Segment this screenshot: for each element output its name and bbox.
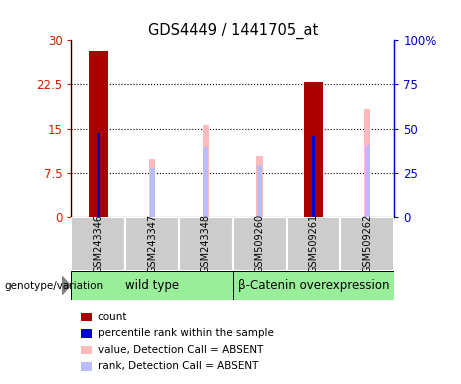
Bar bbox=[233, 271, 394, 300]
Title: GDS4449 / 1441705_at: GDS4449 / 1441705_at bbox=[148, 23, 318, 39]
Bar bbox=[71, 217, 125, 271]
Bar bbox=[364, 109, 371, 217]
Polygon shape bbox=[62, 276, 71, 295]
Bar bbox=[257, 165, 262, 217]
Bar bbox=[340, 217, 394, 271]
Bar bbox=[125, 217, 179, 271]
Bar bbox=[233, 217, 287, 271]
Text: GSM243347: GSM243347 bbox=[147, 214, 157, 273]
Text: GSM509261: GSM509261 bbox=[308, 214, 319, 273]
Text: wild type: wild type bbox=[125, 279, 179, 292]
Bar bbox=[312, 136, 315, 217]
Bar bbox=[203, 147, 208, 217]
Text: genotype/variation: genotype/variation bbox=[5, 280, 104, 291]
Bar bbox=[97, 133, 100, 217]
Bar bbox=[365, 144, 370, 217]
Text: GSM243346: GSM243346 bbox=[93, 214, 103, 273]
Text: count: count bbox=[98, 312, 127, 322]
Text: value, Detection Call = ABSENT: value, Detection Call = ABSENT bbox=[98, 345, 263, 355]
Text: rank, Detection Call = ABSENT: rank, Detection Call = ABSENT bbox=[98, 361, 258, 371]
Bar bbox=[71, 271, 233, 300]
Bar bbox=[203, 124, 209, 217]
Text: GSM509260: GSM509260 bbox=[254, 214, 265, 273]
Bar bbox=[304, 81, 323, 217]
Text: β-Catenin overexpression: β-Catenin overexpression bbox=[238, 279, 389, 292]
Text: percentile rank within the sample: percentile rank within the sample bbox=[98, 328, 274, 338]
Bar bbox=[150, 168, 154, 217]
Text: GSM243348: GSM243348 bbox=[201, 214, 211, 273]
Bar bbox=[287, 217, 340, 271]
Bar bbox=[256, 156, 263, 217]
Text: GSM509262: GSM509262 bbox=[362, 214, 372, 273]
Bar bbox=[149, 159, 155, 217]
Bar bbox=[89, 51, 108, 217]
Bar bbox=[179, 217, 233, 271]
